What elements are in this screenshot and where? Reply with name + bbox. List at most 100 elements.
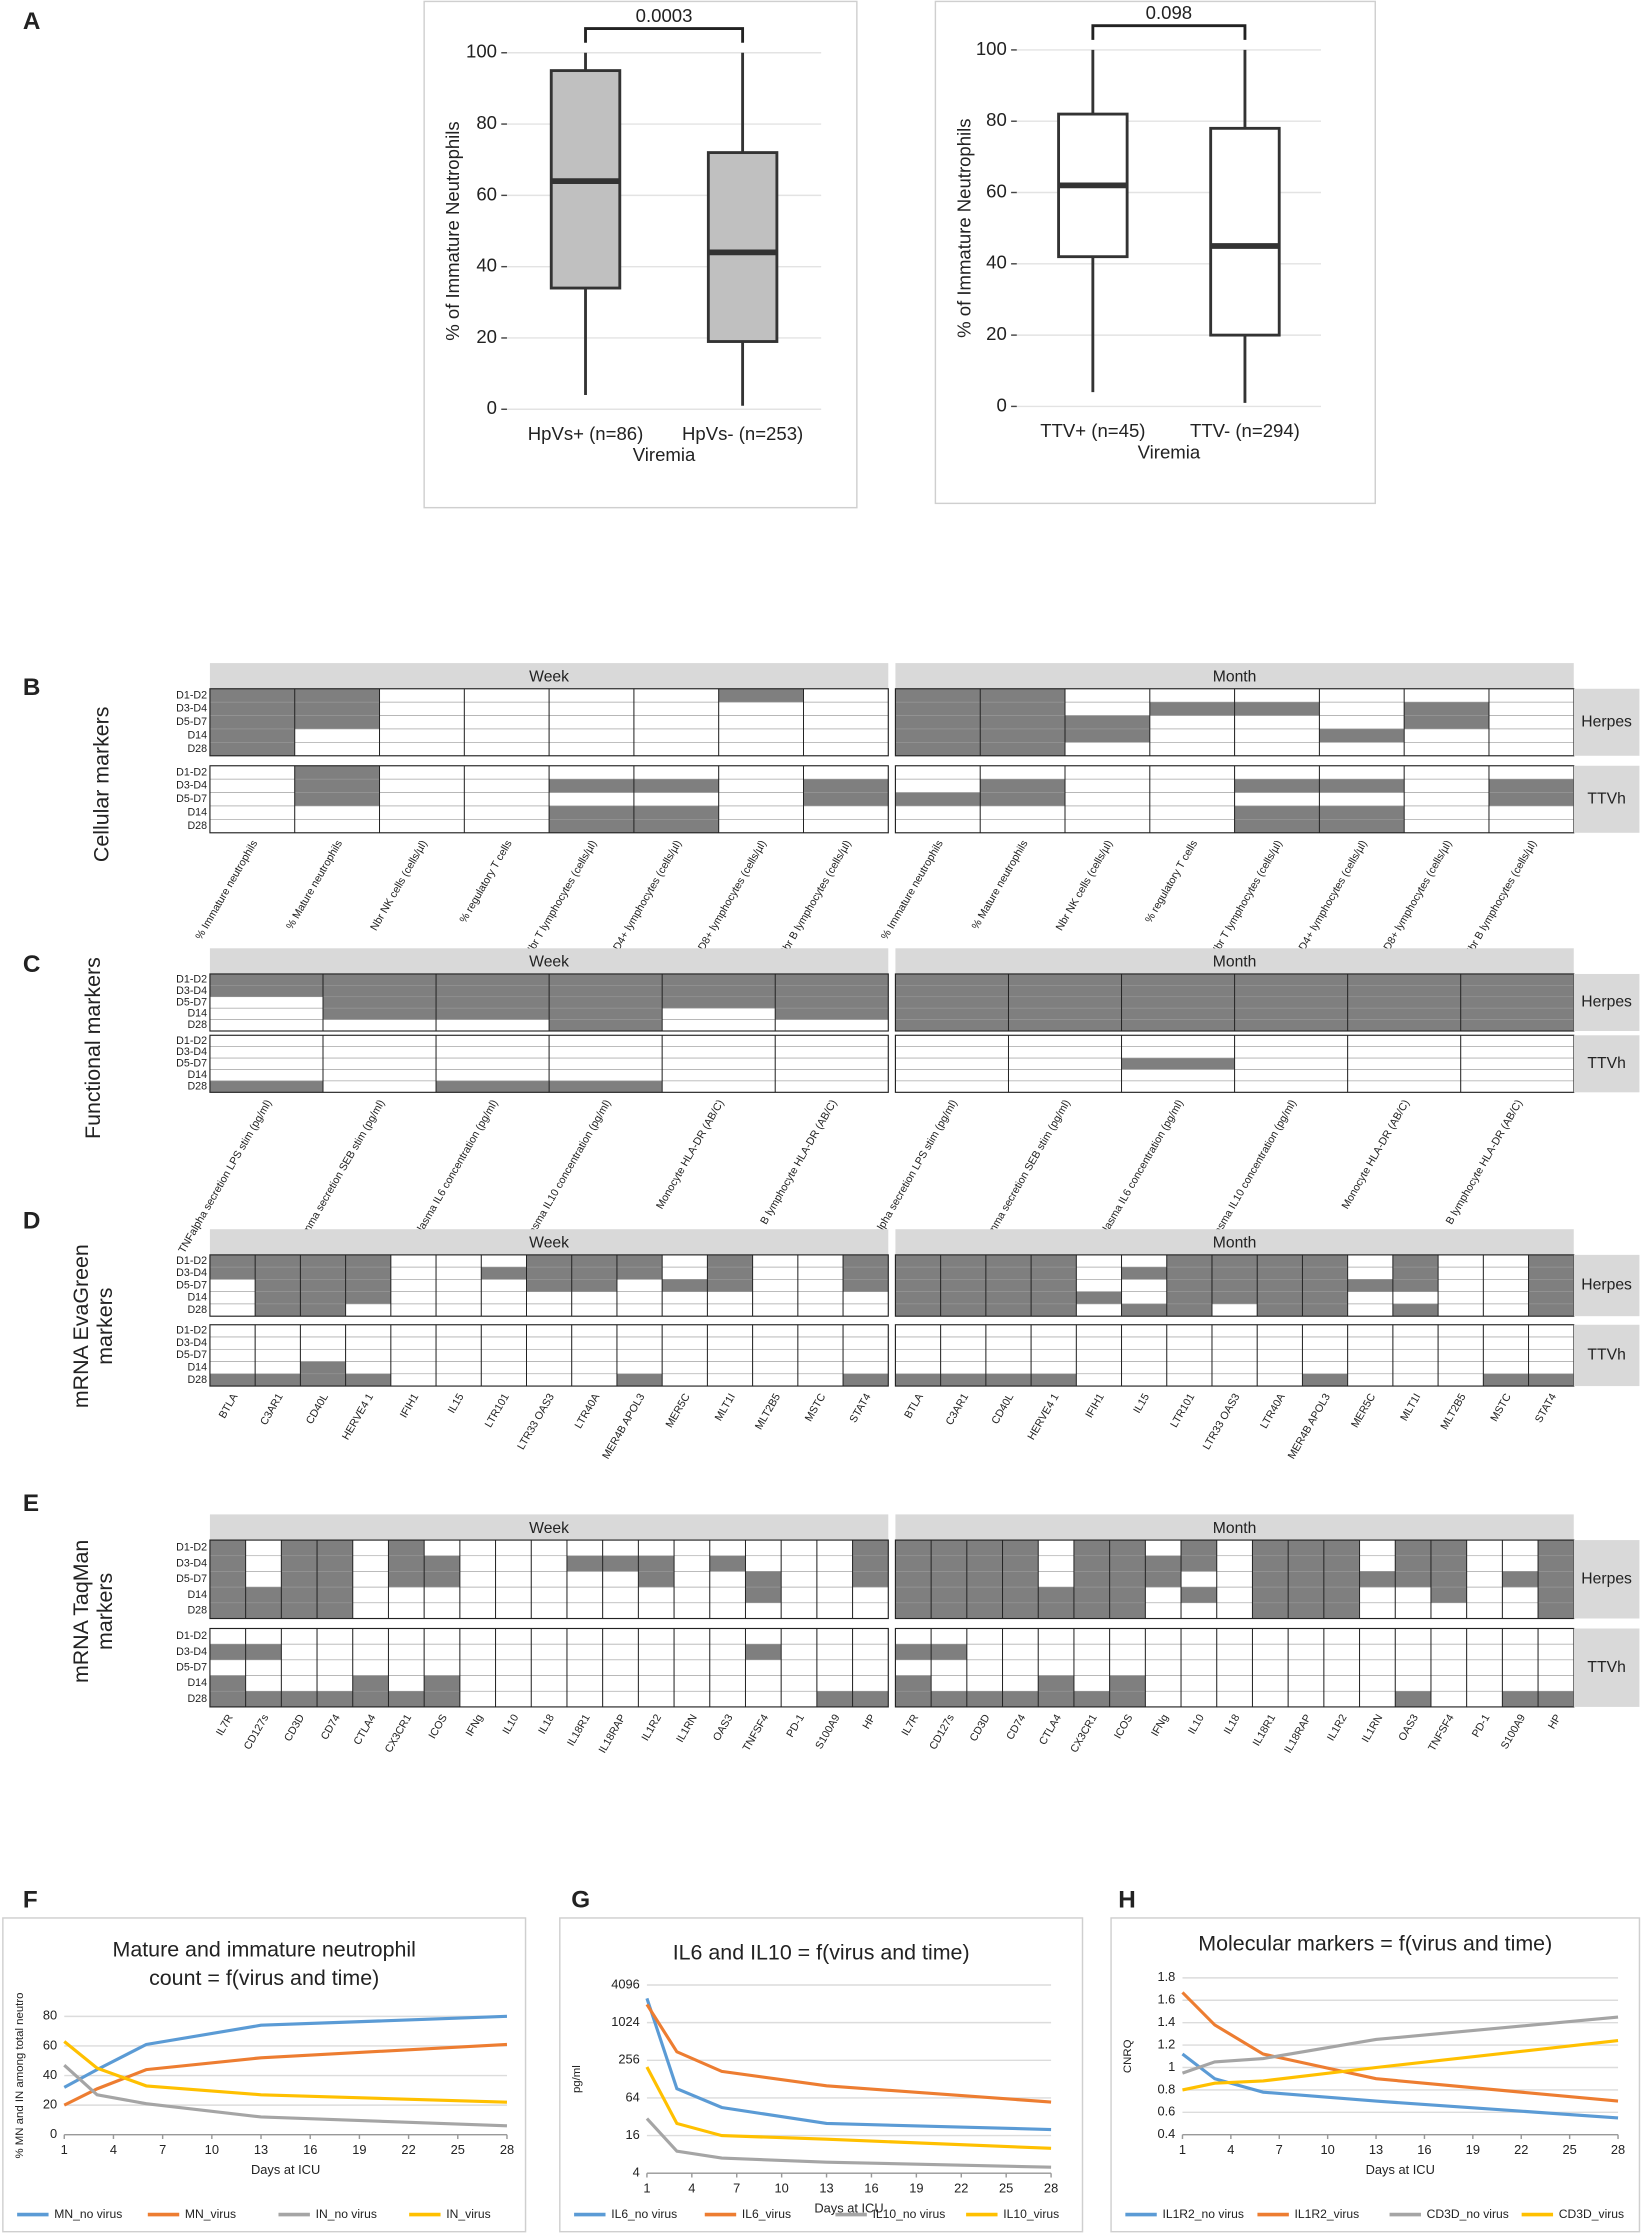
y-tick-label: 0 [50,2126,57,2141]
heatmap-cell [548,1057,663,1070]
heatmap-cell [966,1675,1003,1692]
heatmap-cell [661,1324,708,1338]
heatmap-cell [1030,1303,1077,1317]
heatmap-cell [388,1690,425,1708]
heatmap-cell [752,1254,799,1268]
heatmap-cell [1488,715,1575,730]
heatmap-cell [780,1539,818,1557]
heatmap-cell [930,1675,968,1692]
heatmap-cell [1466,1555,1503,1572]
heatmap-cell [495,1628,532,1645]
heatmap-cell [1347,1291,1394,1305]
heatmap-cell [435,973,550,986]
heatmap-cell [352,1586,389,1604]
heatmap-cell [1037,1643,1075,1661]
heatmap-cell [209,1019,324,1032]
heatmap-cell [1256,1266,1303,1280]
column-label: BTLA [217,1391,241,1421]
heatmap-cell [1002,1675,1039,1692]
x-tick-label: 13 [819,2180,833,2195]
heatmap-cell [852,1690,889,1708]
heatmap-cell [1037,1586,1075,1604]
heatmap-cell [940,1324,987,1338]
heatmap-cell [1502,1555,1539,1572]
row-label: D5-D7 [176,996,207,1008]
heatmap-cell [780,1675,818,1692]
heatmap-cell [209,688,296,703]
heatmap-cell [1252,1675,1289,1692]
heatmap-cell [530,1586,568,1604]
heatmap-cell [530,1539,568,1557]
heatmap-cell [895,728,981,743]
x-tick-label: 28 [1044,2180,1058,2195]
heatmap-cell [985,1291,1032,1305]
heatmap-cell [1466,1586,1503,1604]
heatmap-cell [1430,1675,1467,1692]
heatmap-cell [281,1675,318,1692]
heatmap-cell [1537,1643,1575,1661]
x-axis-label: Days at ICU [814,2200,883,2215]
x-tick-label: 4 [688,2180,695,2195]
column-label: HERVE4 1 [1025,1392,1061,1443]
heatmap-cell [1121,1279,1168,1292]
heatmap-cell [1037,1628,1075,1645]
heatmap-cell [1323,1675,1360,1692]
heatmap-cell [1121,1069,1235,1082]
heatmap-cell [345,1303,392,1317]
column-label: CD3D [968,1712,993,1743]
heatmap-cell [1302,1279,1348,1292]
heatmap-cell [1466,1602,1503,1619]
heatmap-cell [661,1279,708,1292]
y-tick-label: 100 [466,41,497,62]
heatmap-cell [816,1659,853,1676]
heatmap-cell [209,1643,246,1661]
heatmap-cell [895,1643,932,1661]
heatmap-cell [895,1266,941,1280]
y-tick-label: 1.2 [1157,2036,1175,2051]
heatmap-cell [548,985,663,998]
heatmap-cell [526,1361,573,1375]
heatmap-cell [1347,1046,1461,1059]
column-label: IL18R1 [1251,1712,1279,1748]
heatmap-cell [435,1019,550,1032]
heatmap-cell [895,1034,1009,1047]
heatmap-cell [435,1007,550,1020]
heatmap-cell [718,728,804,743]
heatmap-cell [548,819,635,834]
heatmap-cell [1109,1628,1146,1645]
heatmap-cell [1234,778,1320,793]
heatmap-cell [803,792,889,807]
heatmap-cell [1037,1539,1075,1557]
heatmap-cell [895,701,981,716]
heatmap-cell [616,1303,663,1317]
heatmap-cell [316,1690,354,1708]
heatmap-cell [661,1069,776,1082]
y-tick-label: 16 [625,2127,639,2142]
heatmap-cell [254,1279,301,1292]
heatmap-cell [352,1602,389,1619]
heatmap-cell [209,805,296,820]
heatmap-cell [895,1324,941,1338]
heatmap-cell [718,778,804,793]
heatmap-cell [1234,742,1320,757]
heatmap-cell [895,1659,932,1676]
heatmap-cell [526,1324,573,1338]
heatmap-cell [1403,778,1490,793]
heatmap-cell [281,1690,318,1708]
heatmap-cell [638,1602,675,1619]
heatmap-cell [616,1279,663,1292]
panel-label: F [23,1886,38,1913]
column-label: S100A9 [813,1712,842,1751]
heatmap-cell [803,742,889,757]
heatmap-cell [709,1586,746,1604]
heatmap-cell [1437,1266,1484,1280]
y-axis-label: CNRQ [1122,2039,1134,2073]
heatmap-cell [1030,1348,1077,1362]
heatmap-cell [1145,1571,1182,1588]
panel-label: H [1118,1886,1136,1913]
group-strip [1573,1540,1640,1619]
heatmap-cell [1359,1628,1396,1645]
heatmap-cell [1323,1586,1360,1604]
heatmap-cell [495,1690,532,1708]
